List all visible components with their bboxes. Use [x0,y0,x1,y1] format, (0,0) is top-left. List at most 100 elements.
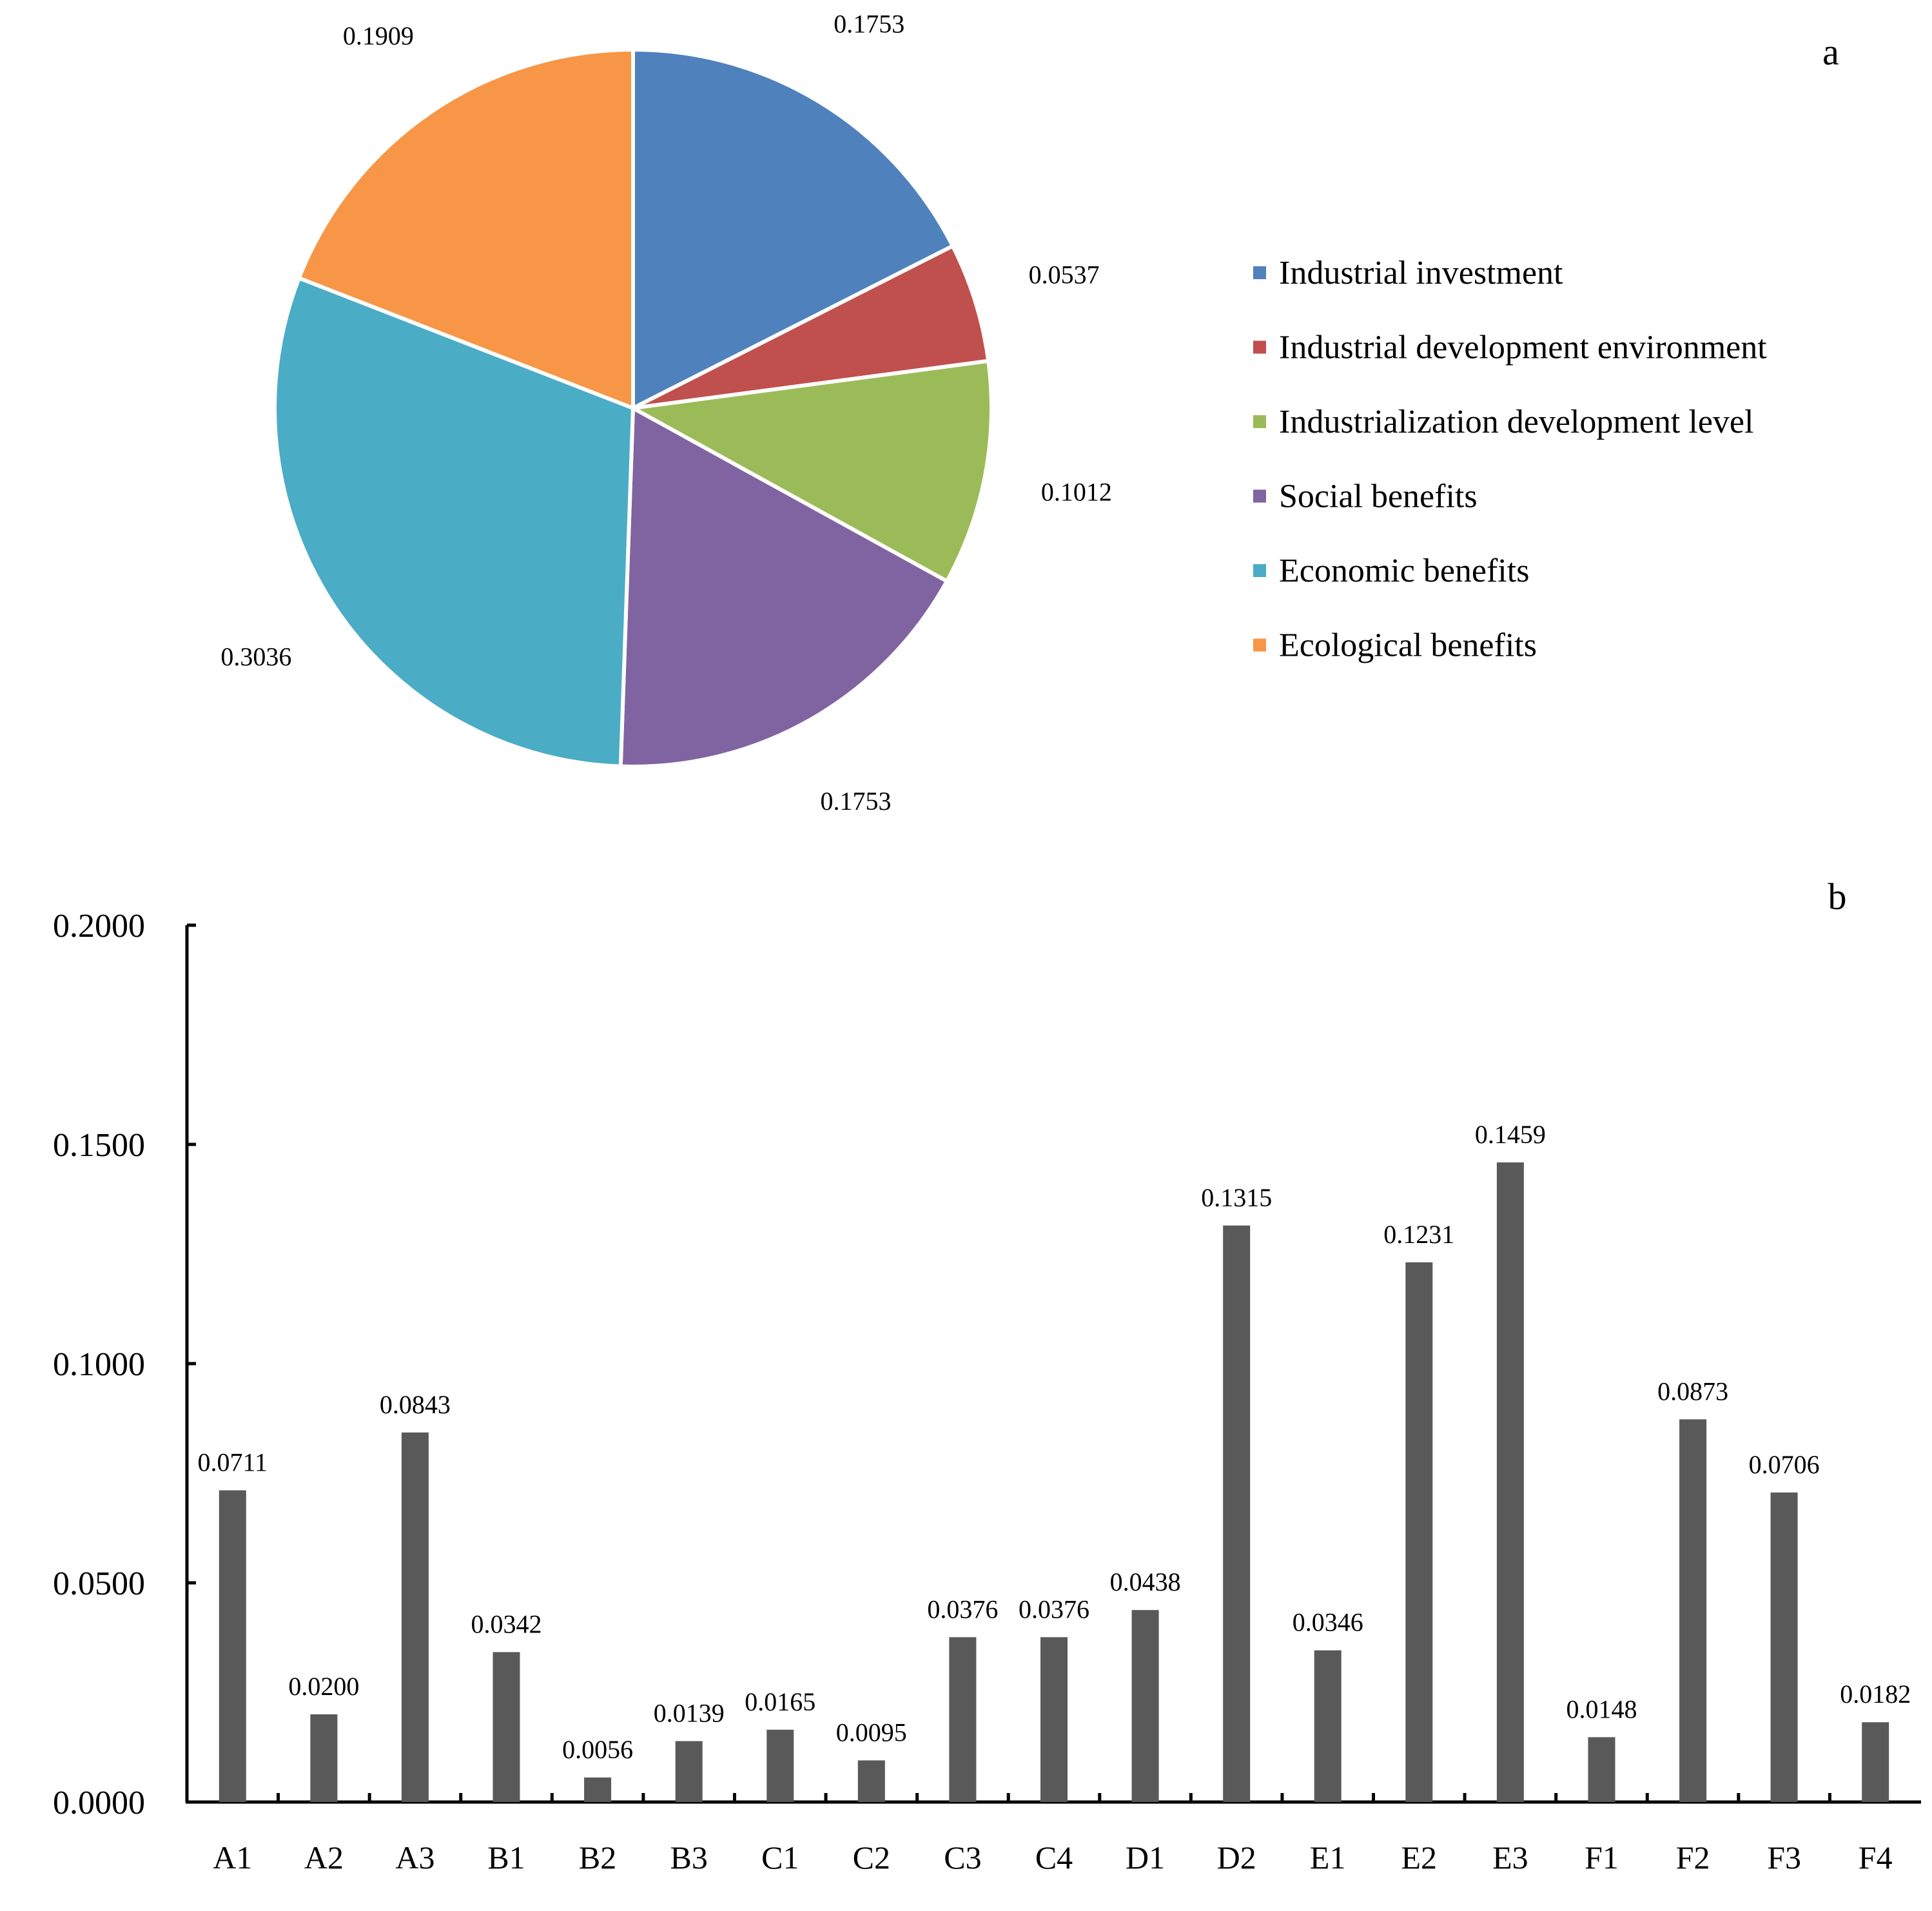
pie-value-labels: 0.1753 0.0537 0.1012 0.1753 0.3036 0.1909 [220,10,1112,816]
legend-label: Social benefits [1279,478,1478,515]
pie-value-label: 0.1012 [1041,477,1112,506]
x-category-label: F2 [1676,1839,1710,1876]
x-category-label: D1 [1126,1839,1165,1876]
pie-slice-social-benefits [618,405,950,769]
x-category-label: F1 [1585,1839,1619,1876]
bar-e2 [1405,1262,1433,1802]
pie-slice-industrial-development-environment [632,243,991,410]
y-tick-label: 0.1000 [53,1346,145,1383]
bar-value-label: 0.0148 [1566,1694,1637,1723]
x-category-label: F3 [1767,1839,1801,1876]
x-category-label: B2 [579,1839,616,1876]
pie-value-label: 0.0537 [1029,260,1100,289]
bar-value-label: 0.0182 [1840,1680,1911,1709]
pie-legend: Industrial investment Industrial developm… [1253,255,1767,664]
bar-value-label: 0.0342 [471,1609,542,1638]
x-category-label: A3 [395,1839,434,1876]
x-category-label: C1 [761,1839,799,1876]
bar-a3 [401,1432,429,1802]
pie-slices [273,47,993,769]
bar-a2 [310,1714,338,1802]
x-category-label: C3 [944,1839,981,1876]
panel-label-b: b [1828,876,1847,917]
bar-c3 [949,1637,977,1802]
bar-b3 [675,1741,703,1802]
legend-item-economic-benefits: Economic benefits [1253,553,1529,589]
x-category-label: B1 [487,1839,525,1876]
y-tick-label: 0.0500 [53,1565,145,1602]
legend-swatch [1253,638,1266,652]
bar-c2 [857,1760,885,1802]
bar-value-label: 0.0346 [1293,1608,1363,1637]
y-tick-label: 0.0000 [53,1785,145,1821]
bar-value-label: 0.0873 [1657,1377,1728,1406]
bar-value-label: 0.0711 [198,1448,268,1477]
legend-item-ecological-benefits: Ecological benefits [1253,627,1537,664]
bar-a1 [219,1490,246,1802]
pie-value-label: 0.1909 [343,21,414,50]
pie-chart-panel: a 0.1753 0.0537 0.1012 0.1753 0.3036 0.1909 I… [220,10,1839,816]
pie-value-label: 0.1753 [834,10,904,39]
bar-f4 [1862,1722,1889,1802]
pie-value-label: 0.3036 [220,642,291,671]
bar-value-label: 0.0095 [836,1718,907,1747]
pie-slice-economic-benefits [273,275,636,769]
bar-value-label: 0.1231 [1383,1220,1454,1249]
bar-value-labels: 0.0711 0.0200 0.0843 0.0342 0.0056 0.0139 0.01… [198,1120,1911,1764]
pie-slice-industrialization-development-level [627,358,993,584]
x-category-label: B3 [670,1839,708,1876]
bar-value-label: 0.0438 [1110,1567,1181,1596]
x-category-label: A2 [304,1839,344,1876]
legend-label: Ecological benefits [1279,627,1537,664]
y-tick-label: 0.1500 [53,1127,145,1164]
bar-f1 [1588,1737,1615,1802]
legend-swatch [1253,340,1266,354]
bar-e3 [1496,1162,1524,1802]
pie-value-label: 0.1753 [821,787,892,816]
legend-item-social-benefits: Social benefits [1253,478,1478,515]
x-category-label: D2 [1217,1839,1256,1876]
legend-label: Industrialization development level [1279,404,1753,440]
x-category-label: E2 [1401,1839,1438,1876]
legend-swatch [1253,564,1266,577]
bar-f3 [1770,1492,1798,1802]
bar-category-labels: A1 A2 A3 B1 B2 B3 C1 C2 C3 C4 D1 D2 E1 E2 E3 F1 F2 F3 F4 [213,1839,1892,1876]
legend-swatch [1253,489,1266,503]
legend-swatch [1253,415,1266,428]
bar-d1 [1131,1610,1159,1802]
bar-b1 [493,1652,520,1802]
bar-f2 [1679,1419,1707,1802]
legend-item-industrial-development-environment: Industrial development environment [1253,329,1767,366]
x-category-label: E3 [1492,1839,1528,1876]
x-category-label: A1 [213,1839,252,1876]
x-category-label: C4 [1035,1839,1073,1876]
bar-c4 [1040,1637,1068,1802]
legend-label: Industrial investment [1279,255,1563,291]
bar-value-label: 0.0376 [927,1594,998,1623]
bar-value-label: 0.0376 [1019,1594,1089,1623]
pie-slice-ecological-benefits [297,47,635,411]
bar-d2 [1223,1225,1251,1802]
bar-value-label: 0.0200 [288,1672,359,1701]
bar-value-label: 0.1459 [1475,1120,1546,1149]
bar-value-label: 0.0056 [562,1735,633,1764]
panel-label-a: a [1822,31,1839,73]
bar-value-label: 0.0139 [654,1699,725,1728]
bar-value-label: 0.0165 [745,1687,815,1716]
x-category-label: C2 [853,1839,890,1876]
x-category-label: E1 [1310,1839,1346,1876]
bar-value-label: 0.0843 [380,1390,451,1419]
bar-b2 [584,1777,612,1802]
bars [219,1162,1889,1802]
legend-swatch [1253,266,1266,279]
legend-label: Economic benefits [1279,553,1529,589]
bar-value-label: 0.0706 [1749,1450,1820,1479]
pie-slice-industrial-investment [631,47,955,411]
legend-item-industrial-investment: Industrial investment [1253,255,1563,291]
legend-label: Industrial development environment [1279,329,1767,366]
bar-e1 [1314,1650,1342,1802]
x-category-label: F4 [1859,1839,1893,1876]
bar-c1 [766,1729,794,1802]
